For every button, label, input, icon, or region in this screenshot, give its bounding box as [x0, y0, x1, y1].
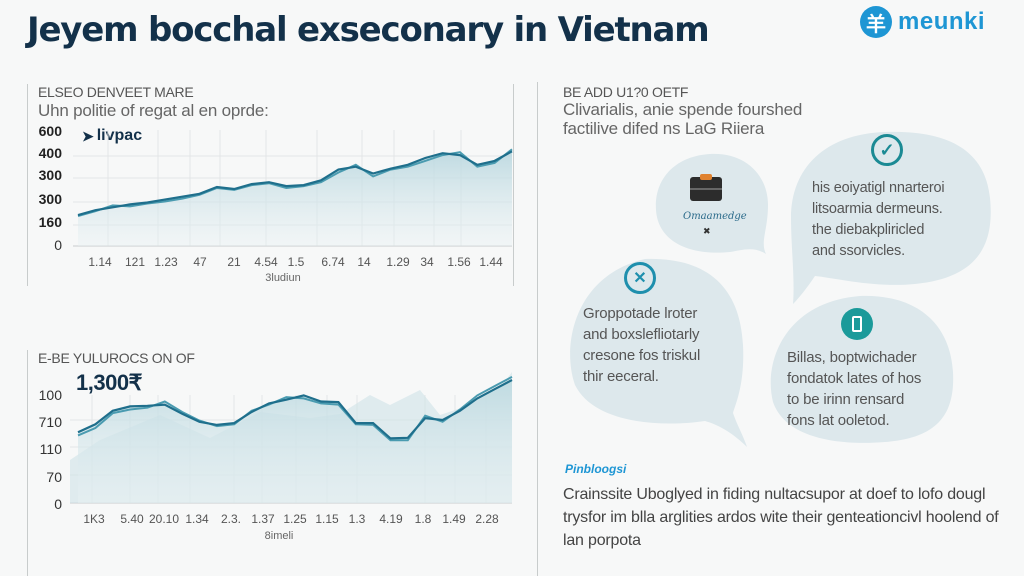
x-tick: 1.14 — [88, 255, 112, 269]
y-tick: 600 — [38, 123, 62, 139]
bubble-network-text: Groppotade lroter and boxslefliotarly cr… — [583, 303, 700, 387]
y-tick: 300 — [38, 167, 62, 183]
bubble-server — [655, 153, 768, 254]
y-tick: 300 — [38, 191, 62, 207]
brand-logo[interactable]: 羊 meunki — [860, 6, 985, 38]
center-divider — [537, 82, 538, 576]
text-line: litsoarmia dermeuns. — [812, 201, 943, 217]
x-tick: 1.15 — [315, 512, 339, 526]
left-top-border — [27, 84, 28, 286]
x-tick: 4.19 — [379, 512, 403, 526]
x-tick: 121 — [124, 255, 146, 269]
text-line: and ssorvicles. — [812, 243, 905, 259]
chart2-label: E-BE YULUROCS ON OF — [38, 350, 195, 366]
x-tick: 1.44 — [479, 255, 503, 269]
server-box-icon — [690, 173, 722, 201]
x-tick: 20.10 — [148, 512, 180, 526]
left-top-right-border — [513, 84, 514, 286]
x-tick: 1.5 — [287, 255, 305, 269]
x-tick: 47 — [193, 255, 207, 269]
x-tick: 21 — [227, 255, 241, 269]
y-tick: 70 — [46, 469, 62, 485]
bubble-mobile-text: Billas, boptwichader fondatok lates of h… — [787, 347, 921, 431]
y-tick: 400 — [38, 145, 62, 161]
footer-tag: Pinbloogsi — [565, 462, 627, 476]
arrow-flag-icon: ➤ — [82, 127, 94, 144]
x-tick: 1.25 — [283, 512, 307, 526]
mobile-device-icon — [841, 308, 873, 340]
x-tick: 1.34 — [185, 512, 209, 526]
chart1-subtitle: Uhn politie of regat al en oprde: — [38, 101, 269, 120]
right-subtitle-line2: factilive difed ns LaG Riiera — [563, 119, 765, 138]
x-tick: 4.54 — [254, 255, 278, 269]
x-tick: 1.37 — [251, 512, 275, 526]
page-title: Jeyem bocchal exseconary in Vietnam — [27, 10, 710, 50]
footer-paragraph: Crainssite Uboglyed in fiding nultacsupo… — [563, 486, 999, 549]
x-axis-label: 3ludiun — [265, 272, 301, 284]
x-axis-label: 8imeli — [264, 530, 294, 542]
bubble-mobile — [770, 295, 954, 443]
text-line: fondatok lates of hos — [787, 370, 922, 387]
text-line: his eoiyatigl nnarteroi — [812, 180, 945, 196]
text-line: Groppotade lroter — [583, 305, 698, 322]
chart1-plot — [73, 130, 513, 247]
x-tick: 1K3 — [83, 512, 105, 526]
bubble-network — [570, 258, 747, 447]
y-tick: 100 — [38, 387, 62, 403]
text-line: to be irinn rensard — [787, 391, 905, 408]
x-tick: 2.3. — [220, 512, 242, 526]
x-tick: 6.74 — [321, 255, 345, 269]
check-circle-icon: ✓ — [871, 134, 903, 166]
bubble-check — [791, 131, 991, 304]
logo-mark-icon: 羊 — [860, 6, 892, 38]
left-bottom-border — [27, 350, 28, 576]
text-line: the diebakpliricled — [812, 222, 925, 238]
x-tick: 1.29 — [386, 255, 410, 269]
chart1-label: ELSEO DENVEET MARE — [38, 84, 194, 100]
x-tick: 1.8 — [414, 512, 432, 526]
y-tick: 710 — [38, 414, 62, 430]
y-tick: 160 — [38, 214, 62, 230]
text-line: Billas, boptwichader — [787, 349, 917, 366]
right-section-label: BE ADD U1?0 OETF — [563, 84, 689, 100]
x-tick: 34 — [420, 255, 434, 269]
right-subtitle-line1: Clivarialis, anie spende fourshed — [563, 100, 803, 119]
server-caption-mark: ✖ — [703, 226, 711, 236]
logo-text: meunki — [898, 8, 986, 35]
x-tick: 1.49 — [442, 512, 466, 526]
x-tick: 5.40 — [120, 512, 144, 526]
x-tick: 1.23 — [154, 255, 178, 269]
bubble-check-text: his eoiyatigl nnarteroi litsoarmia derme… — [812, 178, 945, 262]
y-tick: 110 — [39, 441, 62, 457]
y-tick: 0 — [54, 237, 62, 253]
x-tick: 1.3 — [348, 512, 366, 526]
x-tick: 14 — [357, 255, 371, 269]
server-caption: Omaamedge — [683, 211, 747, 222]
text-line: and boxslefliotarly — [583, 326, 700, 343]
network-blocked-icon: ✕ — [624, 262, 656, 294]
text-line: thir eeceral. — [583, 368, 659, 385]
text-line: fons lat ooletod. — [787, 412, 890, 429]
x-tick: 1.56 — [447, 255, 471, 269]
text-line: cresone fos triskul — [583, 347, 701, 364]
x-tick: 2.28 — [475, 512, 499, 526]
chart2-kpi-value: 1,300₹ — [76, 370, 143, 395]
y-tick: 0 — [54, 496, 62, 512]
